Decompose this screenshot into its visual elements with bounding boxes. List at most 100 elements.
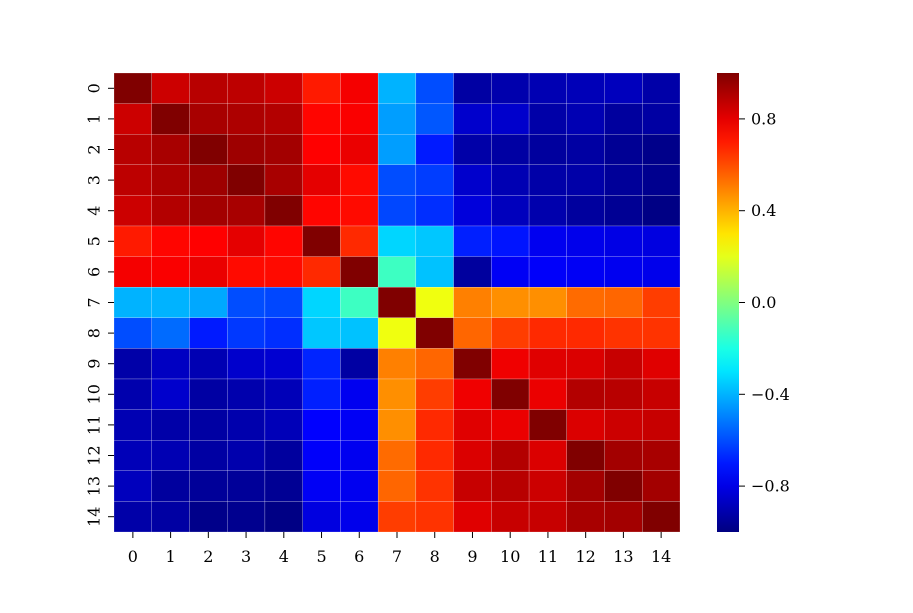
heatmap-cell-12-9	[453, 440, 492, 471]
heatmap-cell-13-1	[151, 470, 190, 502]
heatmap-cell-13-8	[415, 470, 454, 502]
heatmap-cell-11-11	[528, 409, 567, 441]
heatmap-cell-9-13	[604, 348, 643, 380]
heatmap-cell-3-7	[377, 164, 417, 196]
y-tick-label: 9	[85, 359, 104, 369]
colorbar-tick-label: −0.8	[751, 477, 790, 496]
heatmap-cell-13-0	[113, 470, 152, 502]
heatmap-cell-12-1	[151, 440, 190, 471]
heatmap-cell-2-9	[453, 134, 492, 165]
heatmap-cell-1-14	[642, 103, 681, 135]
heatmap-cell-3-5	[302, 164, 341, 196]
heatmap-cell-3-12	[566, 164, 605, 196]
heatmap-cell-8-11	[528, 317, 567, 349]
colorbar-axis: 0.8 0.4 0.0 −0.4 −0.8	[739, 109, 790, 496]
y-tick-label: 2	[85, 144, 104, 154]
y-tick-label: 14	[85, 507, 104, 527]
heatmap-cell-4-3	[227, 195, 266, 227]
heatmap-cell-4-0	[113, 195, 152, 227]
y-tick-label: 0	[85, 83, 104, 93]
heatmap-cell-2-8	[415, 134, 454, 165]
heatmap-cell-4-11	[528, 195, 567, 227]
heatmap-cell-11-9	[453, 409, 492, 441]
heatmap-cell-7-7	[377, 287, 417, 318]
heatmap-cell-1-9	[453, 103, 492, 135]
y-tick-label: 10	[85, 384, 104, 404]
heatmap-cell-10-8	[415, 378, 454, 410]
heatmap-cell-7-14	[642, 287, 681, 318]
heatmap-cell-1-6	[340, 103, 379, 135]
x-tick-label: 1	[166, 547, 176, 566]
heatmap-cell-7-1	[151, 287, 190, 318]
heatmap-cell-7-11	[528, 287, 567, 318]
heatmap-cell-5-9	[453, 225, 492, 257]
heatmap-cell-0-8	[415, 72, 454, 104]
heatmap-cell-1-13	[604, 103, 643, 135]
heatmap-cell-4-7	[377, 195, 417, 227]
x-tick-label: 6	[354, 547, 364, 566]
heatmap-cell-2-6	[340, 134, 379, 165]
heatmap-cell-14-8	[415, 501, 454, 533]
heatmap-cell-5-5	[302, 225, 341, 257]
heatmap-cell-7-2	[189, 287, 228, 318]
heatmap-cell-5-10	[491, 225, 530, 257]
heatmap-cell-11-10	[491, 409, 530, 441]
heatmap-cell-5-12	[566, 225, 605, 257]
heatmap-cell-3-4	[264, 164, 303, 196]
heatmap-cell-6-7	[377, 256, 417, 288]
heatmap-cell-0-3	[227, 72, 266, 104]
heatmap-cell-14-5	[302, 501, 341, 533]
heatmap-cell-5-0	[113, 225, 152, 257]
heatmap-cell-8-13	[604, 317, 643, 349]
heatmap-cell-12-4	[264, 440, 303, 471]
heatmap-cell-12-0	[113, 440, 152, 471]
heatmap-cell-12-6	[340, 440, 379, 471]
heatmap-cell-6-4	[264, 256, 303, 288]
heatmap-cell-1-11	[528, 103, 567, 135]
heatmap-cell-12-12	[566, 440, 605, 471]
heatmap-cell-12-7	[377, 440, 417, 471]
heatmap-cell-4-2	[189, 195, 228, 227]
heatmap-cell-10-4	[264, 378, 303, 410]
heatmap-cell-12-10	[491, 440, 530, 471]
heatmap-cell-9-1	[151, 348, 190, 380]
heatmap-cell-11-5	[302, 409, 341, 441]
heatmap-cell-3-1	[151, 164, 190, 196]
heatmap-cell-12-3	[227, 440, 266, 471]
heatmap-cell-10-0	[113, 378, 152, 410]
heatmap-cell-10-12	[566, 378, 605, 410]
y-tick-label: 11	[85, 415, 104, 435]
heatmap-cell-0-9	[453, 72, 492, 104]
x-tick-label: 13	[613, 547, 633, 566]
heatmap-cell-6-5	[302, 256, 341, 288]
heatmap-cell-5-4	[264, 225, 303, 257]
heatmap-cell-7-3	[227, 287, 266, 318]
y-tick-label: 5	[85, 236, 104, 246]
heatmap-cell-6-6	[340, 256, 379, 288]
heatmap-cell-9-7	[377, 348, 417, 380]
heatmap-cell-9-8	[415, 348, 454, 380]
heatmap-cell-0-2	[189, 72, 228, 104]
heatmap-cell-11-2	[189, 409, 228, 441]
heatmap-cell-14-7	[377, 501, 417, 533]
heatmap-cell-4-4	[264, 195, 303, 227]
y-tick-label: 4	[85, 206, 104, 216]
heatmap-cell-6-2	[189, 256, 228, 288]
heatmap-cell-2-2	[189, 134, 228, 165]
heatmap-cell-4-1	[151, 195, 190, 227]
heatmap-cell-1-2	[189, 103, 228, 135]
colorbar-tick-label: −0.4	[751, 385, 790, 404]
heatmap-cell-6-10	[491, 256, 530, 288]
y-tick-label: 7	[85, 297, 104, 307]
heatmap-cell-10-9	[453, 378, 492, 410]
heatmap-cell-14-14	[642, 501, 681, 533]
x-tick-label: 14	[651, 547, 671, 566]
heatmap-cell-7-6	[340, 287, 379, 318]
heatmap-cell-2-12	[566, 134, 605, 165]
heatmap-cell-9-5	[302, 348, 341, 380]
heatmap-cell-10-7	[377, 378, 417, 410]
heatmap-cell-11-14	[642, 409, 681, 441]
heatmap-cell-13-14	[642, 470, 681, 502]
